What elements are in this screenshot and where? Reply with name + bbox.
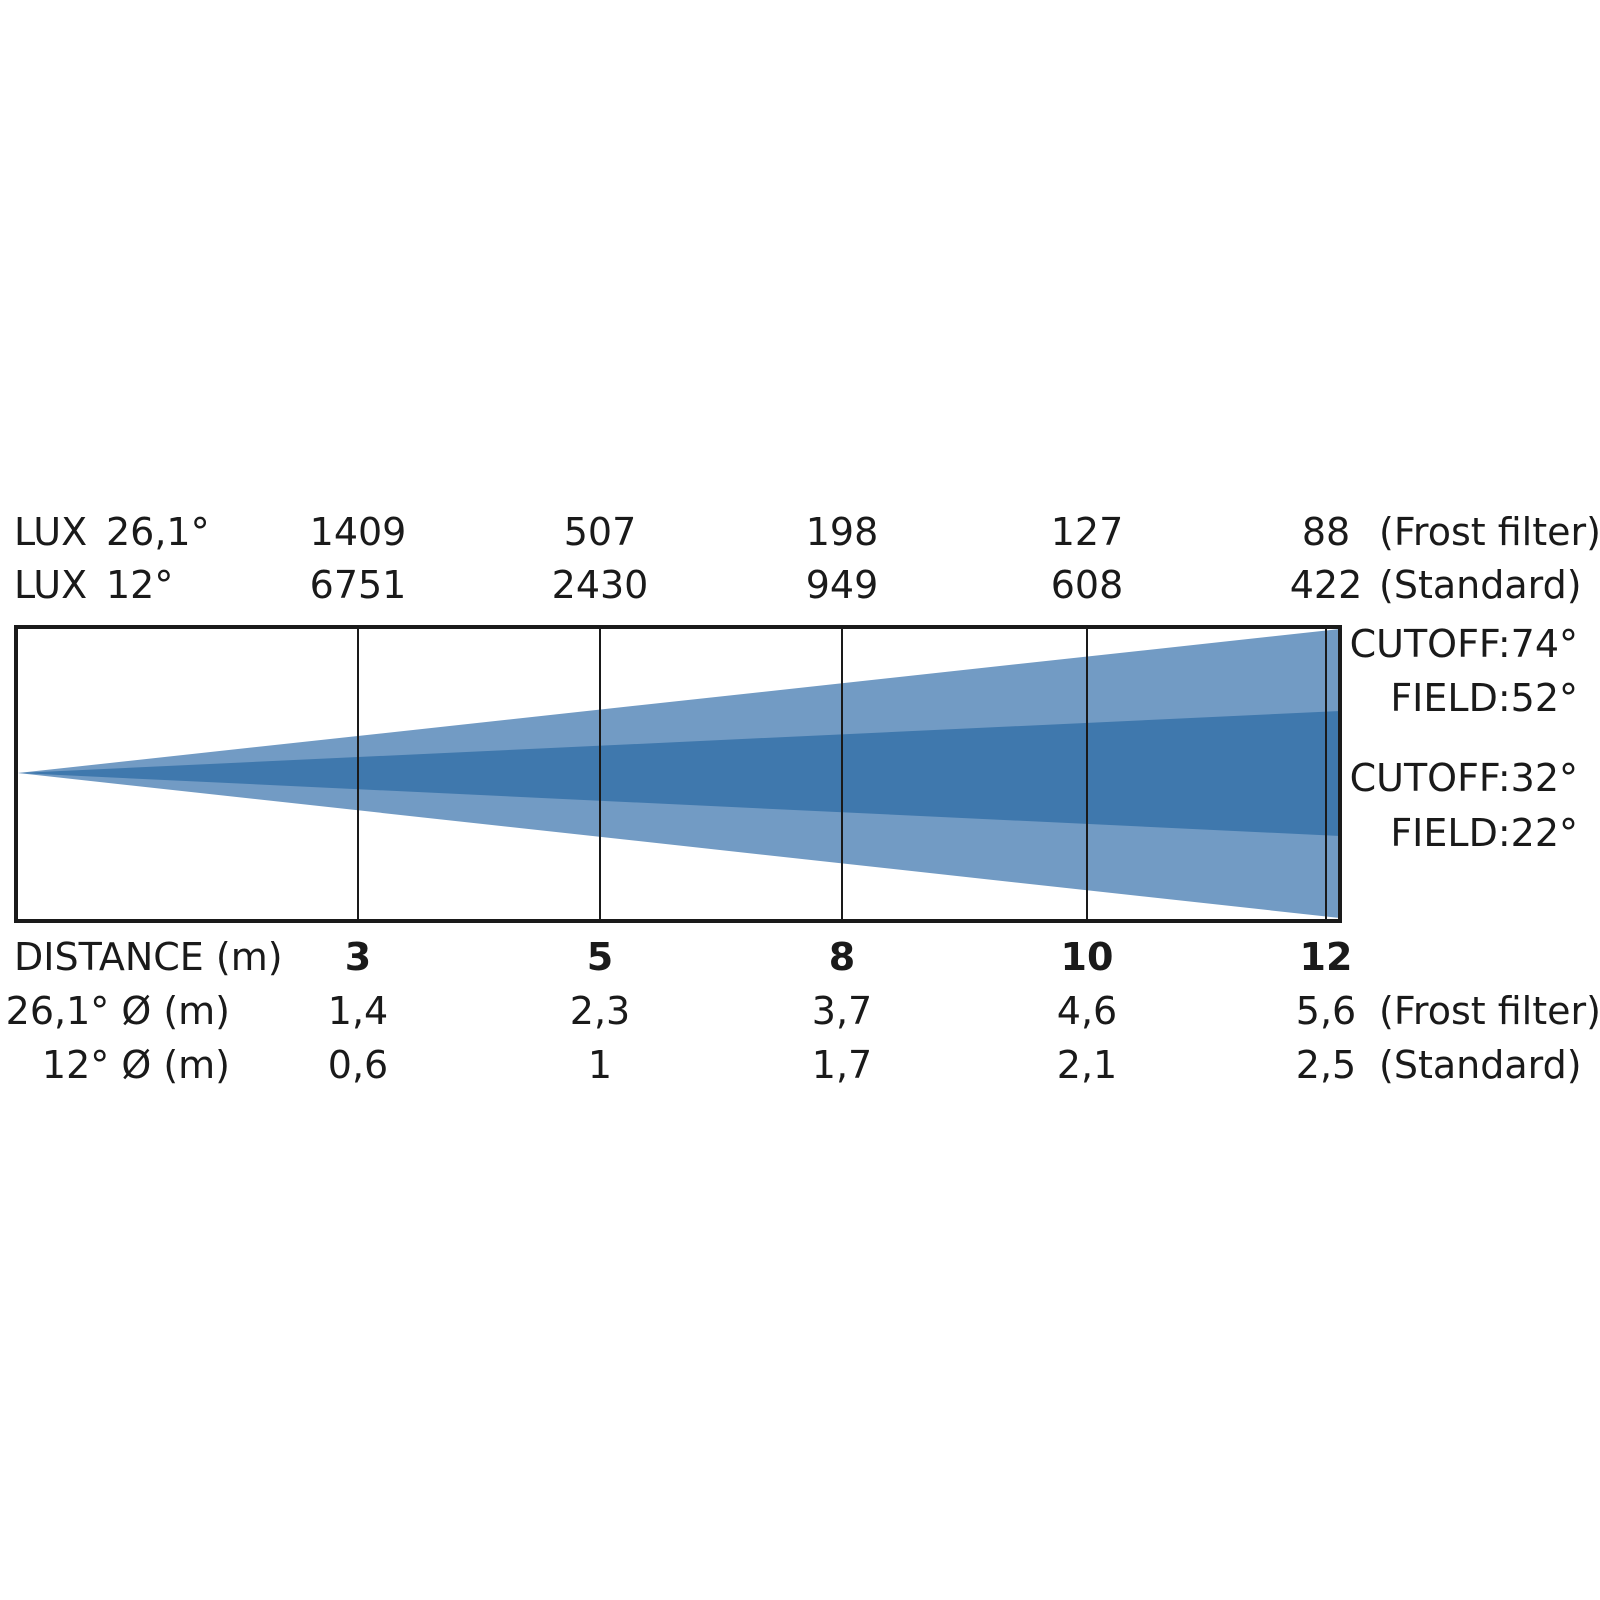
standard-note-bottom: (Standard) bbox=[1379, 1043, 1582, 1087]
frost-diameter-value: 5,6 bbox=[1296, 989, 1356, 1033]
frost-diameter-value: 1,4 bbox=[328, 989, 388, 1033]
distance-label: DISTANCE (m) bbox=[14, 935, 283, 979]
distance-value: 5 bbox=[587, 935, 613, 979]
lux-standard-value: 6751 bbox=[310, 563, 407, 607]
lux-frost-value: 1409 bbox=[310, 510, 407, 554]
standard-diameter-value: 0,6 bbox=[328, 1043, 388, 1087]
frost-diameter-value: 2,3 bbox=[570, 989, 630, 1033]
standard-angle-label: 12° bbox=[106, 563, 173, 607]
lux-label-frost: LUX bbox=[14, 510, 87, 554]
lux-frost-value: 127 bbox=[1051, 510, 1124, 554]
frost-note-top: (Frost filter) bbox=[1379, 510, 1600, 554]
distance-value: 8 bbox=[829, 935, 855, 979]
standard-diameter-label: 12° Ø (m) bbox=[42, 1043, 230, 1087]
diagram-frame bbox=[14, 625, 1342, 923]
frost-angle-label: 26,1° bbox=[106, 510, 210, 554]
lux-standard-value: 2430 bbox=[552, 563, 649, 607]
outer-field-label: FIELD:52° bbox=[1390, 676, 1578, 720]
frost-diameter-value: 4,6 bbox=[1057, 989, 1117, 1033]
standard-note-top: (Standard) bbox=[1379, 563, 1582, 607]
distance-value: 12 bbox=[1300, 935, 1353, 979]
lux-frost-value: 88 bbox=[1302, 510, 1350, 554]
standard-diameter-value: 2,1 bbox=[1057, 1043, 1117, 1087]
standard-diameter-value: 1 bbox=[588, 1043, 612, 1087]
lux-frost-value: 198 bbox=[806, 510, 879, 554]
inner-beam-cone bbox=[18, 711, 1340, 836]
lux-standard-value: 422 bbox=[1290, 563, 1363, 607]
lux-standard-value: 949 bbox=[806, 563, 879, 607]
lux-label-standard: LUX bbox=[14, 563, 87, 607]
standard-diameter-value: 1,7 bbox=[812, 1043, 872, 1087]
lux-standard-value: 608 bbox=[1051, 563, 1124, 607]
inner-field-label: FIELD:22° bbox=[1390, 811, 1578, 855]
distance-lines bbox=[357, 629, 1327, 919]
frost-diameter-value: 3,7 bbox=[812, 989, 872, 1033]
distance-value: 10 bbox=[1061, 935, 1114, 979]
frost-note-bottom: (Frost filter) bbox=[1379, 989, 1600, 1033]
frost-diameter-label: 26,1° Ø (m) bbox=[6, 989, 230, 1033]
outer-cutoff-label: CUTOFF:74° bbox=[1350, 622, 1578, 666]
column-values: 1409 6751 3 1,4 0,6 507 2430 5 2,3 1 198 949 8 3,7 1,7… bbox=[310, 510, 1363, 1087]
lux-frost-value: 507 bbox=[564, 510, 637, 554]
inner-cutoff-label: CUTOFF:32° bbox=[1350, 756, 1578, 800]
distance-value: 3 bbox=[345, 935, 371, 979]
standard-diameter-value: 2,5 bbox=[1296, 1043, 1356, 1087]
